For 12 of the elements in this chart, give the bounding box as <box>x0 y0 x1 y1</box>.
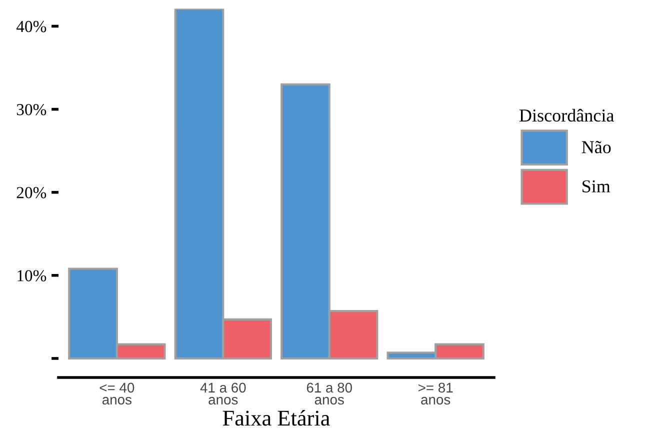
x-tick-label: 41 a 60 anos <box>200 382 246 405</box>
x-tick-label: >= 81 anos <box>418 382 453 405</box>
x-tick-label: <= 40 anos <box>100 382 134 405</box>
x-tick-label: 61 a 80 anos <box>306 382 352 405</box>
legend-label: Sim <box>582 180 610 192</box>
legend-label: Não <box>582 140 611 154</box>
y-tick-label: 40% <box>16 20 46 32</box>
x-axis-title: Faixa Etária <box>222 410 330 426</box>
y-tick-label: 30% <box>16 104 46 116</box>
legend-title: Discordância <box>519 108 614 122</box>
y-tick-label: 20% <box>16 187 46 198</box>
y-tick-label: 10% <box>18 270 46 282</box>
